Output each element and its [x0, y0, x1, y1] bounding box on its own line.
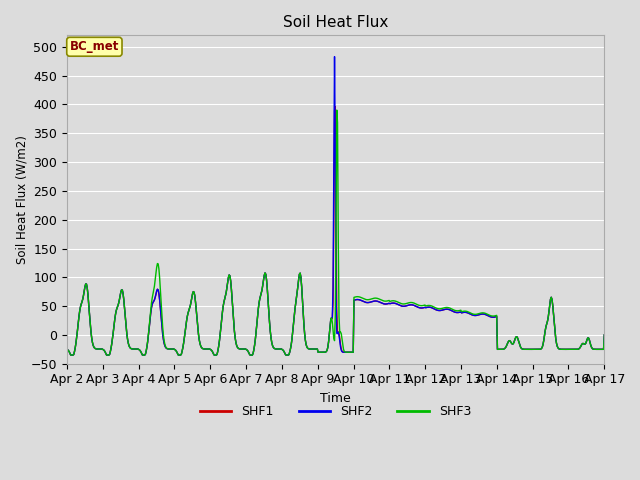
Legend: SHF1, SHF2, SHF3: SHF1, SHF2, SHF3: [195, 400, 476, 423]
SHF1: [600, 332, 608, 338]
Y-axis label: Soil Heat Flux (W/m2): Soil Heat Flux (W/m2): [15, 135, 28, 264]
SHF1: [74, 327, 81, 333]
SHF1: [68, 352, 76, 358]
SHF2: [418, 305, 426, 311]
SHF1: [212, 352, 220, 358]
SHF3: [333, 107, 340, 113]
Title: Soil Heat Flux: Soil Heat Flux: [283, 15, 388, 30]
SHF2: [68, 352, 76, 358]
SHF1: [63, 347, 71, 352]
SHF3: [212, 352, 220, 358]
Line: SHF1: SHF1: [67, 107, 604, 355]
SHF3: [403, 300, 410, 306]
SHF3: [74, 327, 81, 333]
Line: SHF2: SHF2: [67, 57, 604, 355]
SHF2: [129, 346, 136, 352]
SHF1: [418, 305, 426, 311]
SHF3: [129, 346, 136, 352]
SHF2: [184, 313, 191, 319]
SHF3: [600, 332, 608, 338]
X-axis label: Time: Time: [320, 392, 351, 405]
SHF3: [68, 352, 76, 358]
SHF2: [63, 347, 71, 352]
SHF2: [212, 352, 220, 358]
SHF3: [418, 303, 426, 309]
SHF2: [331, 54, 339, 60]
SHF1: [184, 313, 191, 319]
SHF1: [129, 346, 136, 352]
Line: SHF3: SHF3: [67, 110, 604, 355]
SHF3: [184, 313, 191, 319]
SHF2: [74, 327, 81, 333]
SHF1: [332, 104, 339, 109]
Text: BC_met: BC_met: [70, 40, 119, 53]
SHF1: [403, 303, 410, 309]
SHF2: [600, 332, 608, 338]
SHF3: [63, 347, 71, 352]
SHF2: [403, 303, 410, 309]
